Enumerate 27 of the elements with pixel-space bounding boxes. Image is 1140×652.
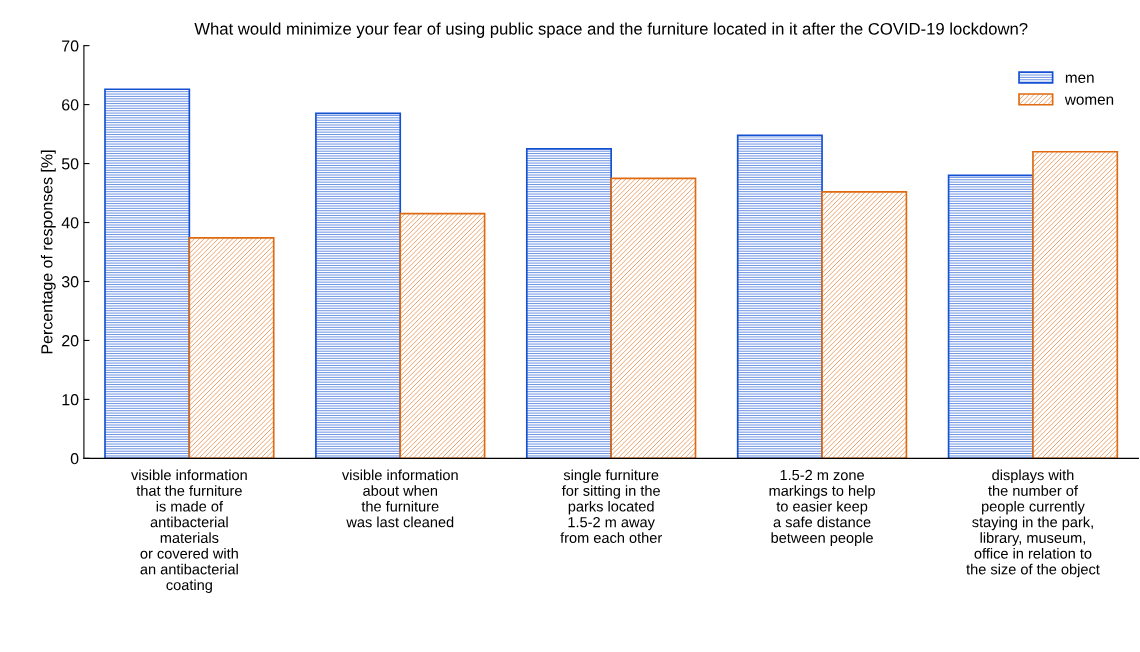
bar (736, 134, 823, 459)
y-tick-label: 60 (62, 99, 79, 111)
bar (821, 191, 908, 459)
x-tick-label: displays with the number of people currently staying in the park, library, museum, office in relation to the size of the object (966, 469, 1100, 578)
x-tick-label: 1.5-2 m zone markings to help to easier keep a safe distance between people (769, 469, 875, 546)
y-axis-title: Percentage of responses [%] (40, 150, 56, 354)
y-tick-label: 70 (62, 40, 79, 52)
bar (104, 88, 191, 459)
bar (525, 147, 612, 459)
bar (188, 237, 275, 459)
y-tick-label: 30 (61, 276, 79, 288)
y-tick-label: 20 (62, 335, 79, 347)
legend-label: women (1064, 96, 1114, 105)
bar (947, 174, 1034, 459)
x-tick-label: visible information that the furniture is made of antibacterial materials or covered with an antibacterial coating (131, 469, 247, 594)
y-tick-label: 40 (61, 217, 79, 229)
bar (315, 112, 402, 459)
bar (1032, 150, 1119, 459)
legend-label: men (1065, 74, 1094, 83)
chart-title: What would minimize your fear of using public space and the furniture located in it after the COVID-19 lockdown? (194, 22, 1028, 38)
x-tick-label: visible information about when the furniture was last cleaned (341, 469, 458, 528)
bar (399, 212, 486, 459)
y-tick-label: 50 (61, 158, 79, 170)
x-tick-label: single furniture for sitting in the parks located 1.5-2 m away from each other (560, 469, 662, 544)
y-tick-label: 10 (62, 394, 79, 406)
y-tick-label: 0 (70, 452, 79, 465)
bar (610, 177, 697, 459)
